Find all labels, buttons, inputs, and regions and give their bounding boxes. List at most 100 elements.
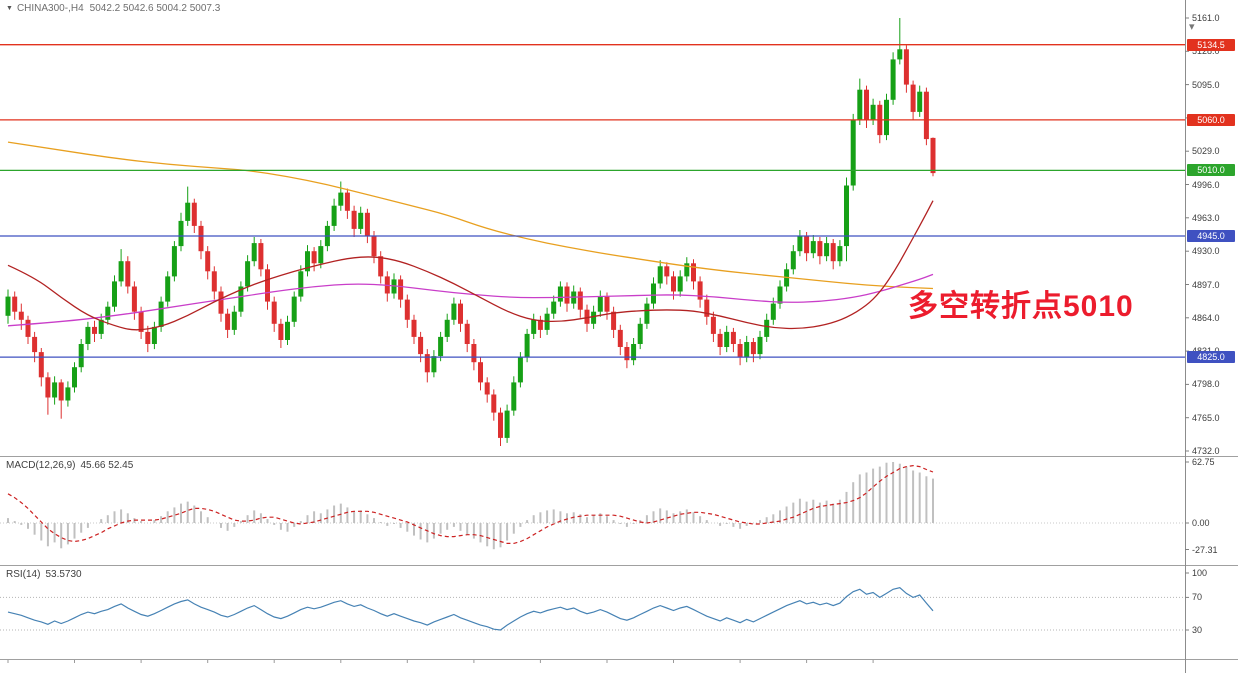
candle-body [431, 356, 437, 373]
candle-body [451, 303, 457, 320]
candle-body [564, 286, 570, 304]
candle-body [770, 303, 776, 320]
candle-body [557, 286, 563, 302]
rsi-name: RSI(14) [6, 569, 41, 580]
candle-body [65, 387, 71, 401]
candle-body [98, 319, 104, 334]
candle-body [631, 344, 637, 361]
candle-body [857, 89, 863, 120]
candle-body [125, 261, 131, 287]
candle-body [58, 382, 64, 401]
candle-body [331, 205, 337, 226]
candle-body [72, 367, 77, 388]
candle-body [271, 301, 277, 324]
symbol-dropdown-icon[interactable]: ▼ [6, 5, 13, 12]
rsi-line [7, 587, 934, 631]
candle-body [870, 104, 876, 120]
candle-body [171, 246, 177, 277]
candle-body [930, 137, 936, 174]
macd-indicator-label: MACD(12,26,9) 45.66 52.45 [6, 460, 133, 471]
price-annotation-text[interactable]: 多空转折点5010 [908, 290, 1134, 323]
rsi-pane[interactable] [0, 587, 1185, 631]
candle-body [537, 319, 543, 330]
candle-body [32, 336, 38, 353]
candle-body [651, 283, 656, 304]
candle-body [158, 301, 164, 327]
candle-body [524, 333, 530, 358]
candle-body [298, 271, 304, 297]
candle-body [225, 313, 231, 330]
candle-body [531, 319, 537, 334]
candle-body [551, 301, 557, 314]
candle-body [278, 323, 284, 340]
candle-body [205, 251, 211, 272]
candle-body [471, 344, 477, 363]
candle-body [644, 303, 650, 324]
candle-body [118, 261, 124, 282]
candle-body [291, 296, 297, 322]
candle-body [498, 412, 503, 438]
candle-body [657, 266, 663, 284]
candle-body [684, 263, 690, 277]
candle-body [730, 331, 736, 344]
price-level-badge-4945.0[interactable]: 4945.0 [1187, 230, 1235, 242]
candle-body [5, 296, 11, 316]
candle-body [198, 225, 204, 252]
candle-body [258, 243, 264, 270]
candle-body [25, 319, 31, 337]
candle-body [691, 263, 696, 282]
macd-pane[interactable] [0, 462, 1185, 550]
scroll-marker-icon[interactable]: ▾ [1189, 21, 1195, 33]
candle-body [764, 319, 770, 337]
price-level-badge-5134.5[interactable]: 5134.5 [1187, 38, 1235, 51]
candle-body [824, 243, 830, 257]
price-level-badge-5010.0[interactable]: 5010.0 [1187, 164, 1235, 177]
macd-name: MACD(12,26,9) [6, 460, 76, 471]
candle-body [671, 276, 676, 292]
price-level-badge-4825.0[interactable]: 4825.0 [1187, 351, 1235, 364]
rsi-indicator-label: RSI(14) 53.5730 [6, 569, 82, 580]
candle-body [484, 382, 490, 395]
candle-body [438, 336, 444, 357]
candle-body [238, 286, 244, 312]
candle-body [378, 256, 384, 277]
candle-body [837, 246, 843, 262]
candle-body [624, 347, 630, 361]
candle-body [18, 311, 24, 320]
candle-body [917, 91, 923, 112]
candle-body [311, 251, 317, 264]
candle-body [145, 331, 151, 344]
candle-body [45, 377, 51, 398]
candle-body [358, 212, 364, 229]
candle-body [371, 236, 377, 257]
candle-body [637, 323, 643, 344]
candle-body [251, 243, 257, 262]
candle-body [131, 286, 137, 312]
candle-body [305, 251, 310, 272]
candle-body [710, 316, 716, 334]
candle-body [318, 246, 324, 264]
candle-body [491, 394, 497, 413]
horizontal-level-lines[interactable] [0, 44, 1185, 358]
ma-slow-line [7, 141, 934, 290]
price-level-badge-5060.0[interactable]: 5060.0 [1187, 113, 1235, 126]
candle-body [218, 291, 224, 314]
candle-body [577, 291, 583, 310]
candle-body [890, 59, 896, 100]
ma-fast-line [7, 200, 934, 331]
candle-body [504, 410, 510, 438]
candle-body [903, 49, 909, 85]
candle-body [844, 185, 849, 247]
macd-signal-line [7, 464, 934, 545]
moving-average-lines [7, 141, 934, 331]
candle-body [351, 210, 357, 229]
candle-body [617, 329, 623, 347]
symbol-timeframe-label: CHINA300-,H4 [16, 3, 84, 14]
candle-body [604, 296, 610, 312]
candle-body [884, 99, 889, 136]
candle-body [92, 326, 97, 334]
candle-body [265, 269, 270, 302]
